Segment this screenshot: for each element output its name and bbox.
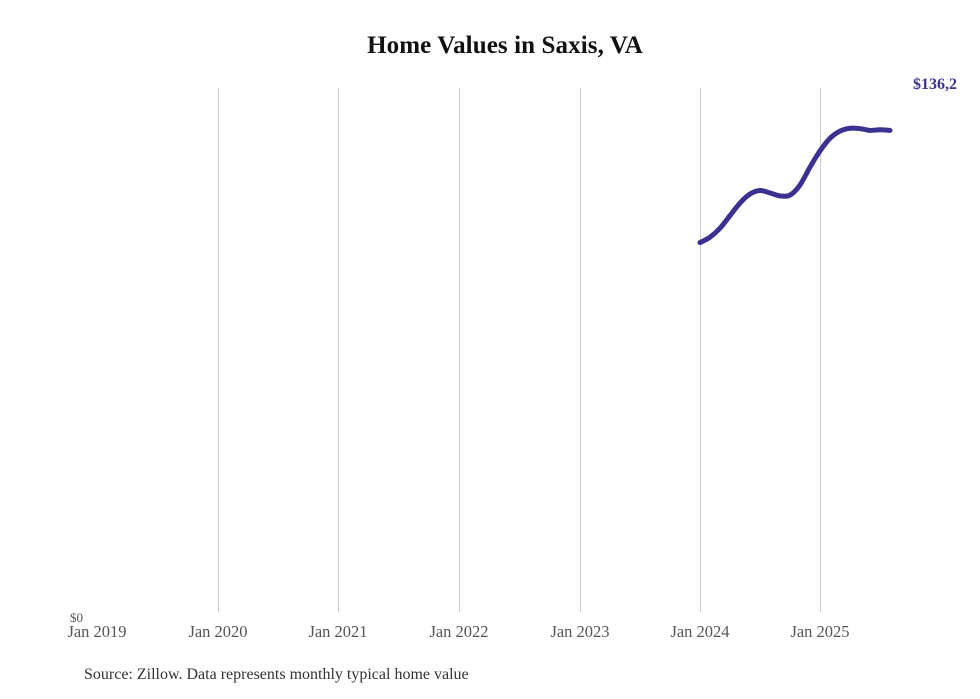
- page-title: Home Values in Saxis, VA: [367, 32, 643, 59]
- gridline-jan-2022: [459, 88, 460, 612]
- xtick-label-jan-2021: Jan 2021: [308, 622, 368, 641]
- ytick-label-zero: $0: [70, 610, 83, 625]
- gridline-jan-2021: [338, 88, 339, 612]
- xtick-label-jan-2022: Jan 2022: [429, 622, 489, 641]
- gridline-jan-2020: [218, 88, 219, 612]
- xtick-label-jan-2023: Jan 2023: [550, 622, 610, 641]
- series-end-value-label: $136,2: [913, 76, 957, 93]
- series-line-typical-home-value: [697, 125, 893, 246]
- gridline-jan-2025: [820, 88, 821, 612]
- source-note: Source: Zillow. Data represents monthly …: [84, 666, 469, 683]
- xtick-label-jan-2019: Jan 2019: [67, 622, 127, 641]
- gridline-jan-2023: [580, 88, 581, 612]
- xtick-label-jan-2020: Jan 2020: [188, 622, 248, 641]
- xtick-label-jan-2025: Jan 2025: [790, 622, 850, 641]
- gridline-jan-2024: [700, 88, 701, 612]
- xtick-label-jan-2024: Jan 2024: [670, 622, 730, 641]
